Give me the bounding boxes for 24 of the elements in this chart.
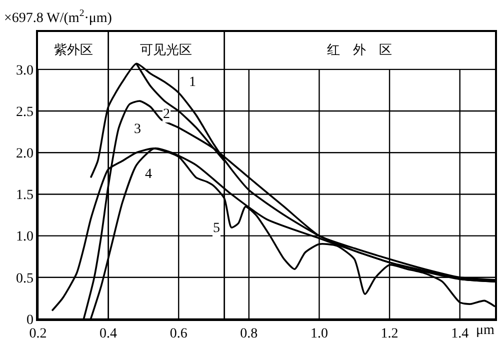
series-label: 1: [189, 75, 196, 90]
annotation: 可见光区: [140, 43, 192, 58]
x-tick-label: 1.4: [451, 326, 469, 342]
series-label: 4: [145, 167, 152, 182]
annotation: 红 外 区: [327, 43, 392, 58]
y-tick-label: 0: [26, 312, 34, 328]
y-tick-label: 2.0: [16, 146, 34, 162]
y-tick-label: 0.5: [16, 271, 34, 286]
x-tick-label: 0.6: [170, 326, 188, 342]
y-tick-label: 2.5: [16, 104, 34, 120]
y-axis-title: ×697.8 W/(m$^{2}$·μm): [4, 8, 112, 26]
x-tick-label: 0.8: [240, 326, 258, 342]
x-axis-title: μm: [476, 323, 495, 338]
annotation: 紫外区: [54, 43, 93, 58]
series-label: 3: [134, 122, 141, 137]
x-tick-label: 1.0: [310, 326, 328, 342]
x-tick-label: 0.2: [29, 326, 47, 342]
x-tick-label: 1.2: [380, 326, 398, 342]
series-label: 2: [163, 107, 170, 122]
y-tick-label: 3.0: [16, 63, 34, 78]
x-tick-label: 0.4: [100, 326, 118, 342]
y-tick-label: 1.5: [16, 188, 34, 204]
y-tick-label: 1.0: [16, 230, 34, 245]
series-label: 5: [213, 221, 220, 236]
